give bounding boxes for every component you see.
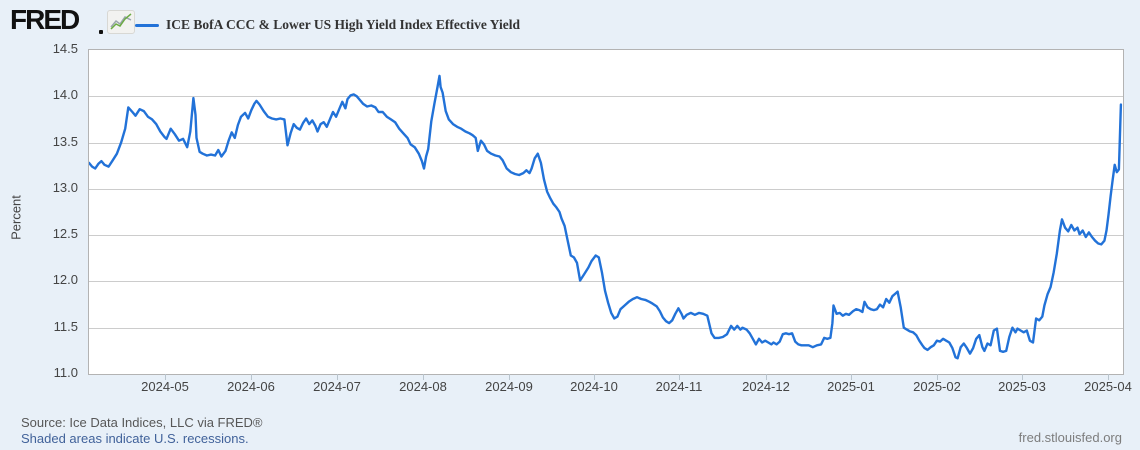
x-axis-tick xyxy=(766,374,767,380)
x-axis-label: 2025-02 xyxy=(913,379,961,394)
x-axis-tick xyxy=(251,374,252,380)
y-axis-label: 11.5 xyxy=(53,318,78,334)
x-axis-label: 2024-11 xyxy=(655,379,703,394)
x-axis-label: 2025-03 xyxy=(998,379,1046,394)
y-axis-label: 14.5 xyxy=(52,41,78,56)
x-axis-label: 2024-07 xyxy=(313,379,361,394)
legend-line-swatch xyxy=(135,24,159,27)
x-axis-label: 2024-10 xyxy=(570,379,618,394)
x-axis-label: 2024-12 xyxy=(742,379,790,394)
y-axis-label: 11.0 xyxy=(53,365,78,380)
x-axis-tick xyxy=(337,374,338,380)
fred-logo-registered-mark xyxy=(99,30,103,34)
x-axis-label: 2025-01 xyxy=(827,379,875,394)
fred-site-text: fred.stlouisfed.org xyxy=(1018,430,1122,445)
series-title: ICE BofA CCC & Lower US High Yield Index… xyxy=(166,17,520,32)
y-axis-label: 14.0 xyxy=(52,87,78,103)
x-axis-label: 2024-09 xyxy=(485,379,533,394)
x-axis-tick xyxy=(165,374,166,380)
recessions-note-link[interactable]: Shaded areas indicate U.S. recessions. xyxy=(21,431,249,446)
x-axis-tick xyxy=(679,374,680,380)
y-axis-label: 13.5 xyxy=(52,133,78,149)
yield-series-line xyxy=(89,74,1123,360)
x-axis-label: 2024-06 xyxy=(227,379,275,394)
y-axis-label: 12.0 xyxy=(52,272,78,288)
y-axis-label: 13.0 xyxy=(52,179,78,195)
yield-line-chart xyxy=(89,74,1123,360)
x-axis-label: 2025-04 xyxy=(1084,379,1132,394)
x-axis-label: 2024-05 xyxy=(141,379,189,394)
source-text: Source: Ice Data Indices, LLC via FRED® xyxy=(21,415,263,430)
x-axis-tick xyxy=(851,374,852,380)
fred-logo[interactable]: FRED xyxy=(10,4,80,35)
x-axis-tick xyxy=(423,374,424,380)
x-axis-tick xyxy=(1108,374,1109,380)
x-axis-tick xyxy=(1022,374,1023,380)
fred-logo-sparkline-icon xyxy=(107,10,135,34)
y-axis-label: 12.5 xyxy=(52,226,78,242)
x-axis-label: 2024-08 xyxy=(399,379,447,394)
x-axis-tick xyxy=(937,374,938,380)
x-axis-tick xyxy=(594,374,595,380)
plot-area xyxy=(88,49,1124,375)
x-axis-tick xyxy=(509,374,510,380)
